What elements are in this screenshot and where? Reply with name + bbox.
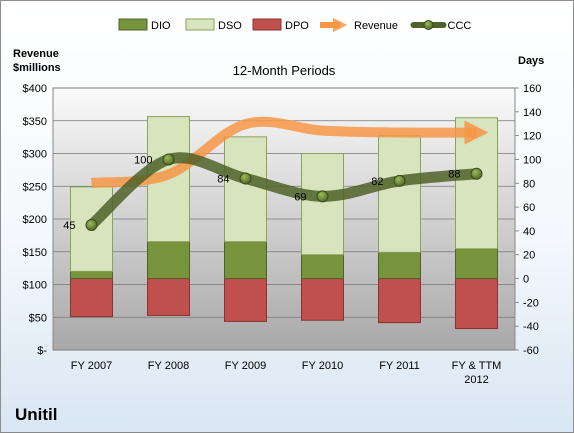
dio-bar — [70, 270, 113, 280]
ccc-point — [85, 218, 98, 231]
ccc-data-label: 88 — [448, 169, 460, 181]
left-axis-title: $millions — [13, 62, 61, 74]
left-tick-label: $300 — [23, 149, 47, 161]
legend-label-dso: DSO — [218, 20, 242, 32]
dio-bar — [147, 241, 190, 280]
legend-marker-ccc — [423, 20, 434, 30]
right-axis-title: Days — [518, 55, 544, 67]
dpo-bar — [378, 278, 421, 324]
left-tick-label: $250 — [23, 181, 47, 193]
left-axis-title: Revenue — [13, 48, 59, 60]
right-tick-label: -20 — [523, 297, 539, 309]
left-tick-label: $- — [37, 345, 47, 357]
right-tick-label: -60 — [523, 345, 539, 357]
right-tick-label: 100 — [523, 154, 541, 166]
right-tick-label: 60 — [523, 202, 535, 214]
legend-label-dio: DIO — [151, 20, 171, 32]
chart-title: 12-Month Periods — [233, 63, 336, 78]
ccc-data-label: 100 — [134, 154, 152, 166]
dpo-bar — [147, 278, 190, 316]
dpo-bar — [70, 278, 113, 318]
category-label: FY 2009 — [225, 360, 266, 372]
dio-bar — [224, 241, 267, 280]
left-tick-label: $50 — [29, 312, 47, 324]
right-tick-label: 40 — [523, 226, 535, 238]
legend-swatch-dso — [185, 18, 215, 31]
legend-label-ccc: CCC — [448, 20, 472, 32]
category-label: FY 2010 — [302, 360, 343, 372]
left-tick-label: $350 — [23, 116, 47, 128]
ccc-data-label: 82 — [371, 176, 383, 188]
right-tick-label: 20 — [523, 250, 535, 262]
right-tick-label: 160 — [523, 83, 541, 95]
category-label: FY & TTM — [452, 360, 502, 372]
dso-bar — [301, 153, 344, 256]
left-tick-label: $150 — [23, 247, 47, 259]
dso-bar — [378, 135, 421, 253]
ccc-point — [393, 174, 406, 187]
left-tick-label: $400 — [23, 83, 47, 95]
category-label: 2012 — [464, 374, 488, 386]
dpo-bar — [455, 278, 498, 330]
category-label: FY 2011 — [379, 360, 420, 372]
legend-swatch-dio — [118, 18, 148, 31]
dio-bar — [301, 254, 344, 280]
right-tick-label: 0 — [523, 274, 529, 286]
right-tick-label: 80 — [523, 178, 535, 190]
legend-swatch-dpo — [252, 18, 282, 31]
dpo-bar — [224, 278, 267, 322]
left-tick-label: $200 — [23, 214, 47, 226]
category-label: FY 2008 — [148, 360, 189, 372]
category-label: FY 2007 — [71, 360, 112, 372]
ccc-data-label: 45 — [63, 220, 75, 232]
ccc-data-label: 84 — [217, 174, 229, 186]
ccc-point — [316, 190, 329, 203]
left-tick-label: $100 — [23, 280, 47, 292]
ccc-point — [162, 153, 175, 166]
right-tick-label: -40 — [523, 321, 539, 333]
legend-label-dpo: DPO — [285, 20, 309, 32]
ccc-data-label: 69 — [294, 191, 306, 203]
dpo-bar — [301, 278, 344, 321]
revenue-line — [90, 116, 489, 188]
company-name: Unitil — [15, 405, 58, 424]
dio-bar — [455, 248, 498, 280]
dio-bar — [378, 251, 421, 280]
legend-label-revenue: Revenue — [354, 20, 398, 32]
dso-bar — [224, 136, 267, 243]
ccc-point — [239, 172, 252, 185]
right-tick-label: 140 — [523, 107, 541, 119]
right-tick-label: 120 — [523, 131, 541, 143]
ccc-point — [470, 167, 483, 180]
